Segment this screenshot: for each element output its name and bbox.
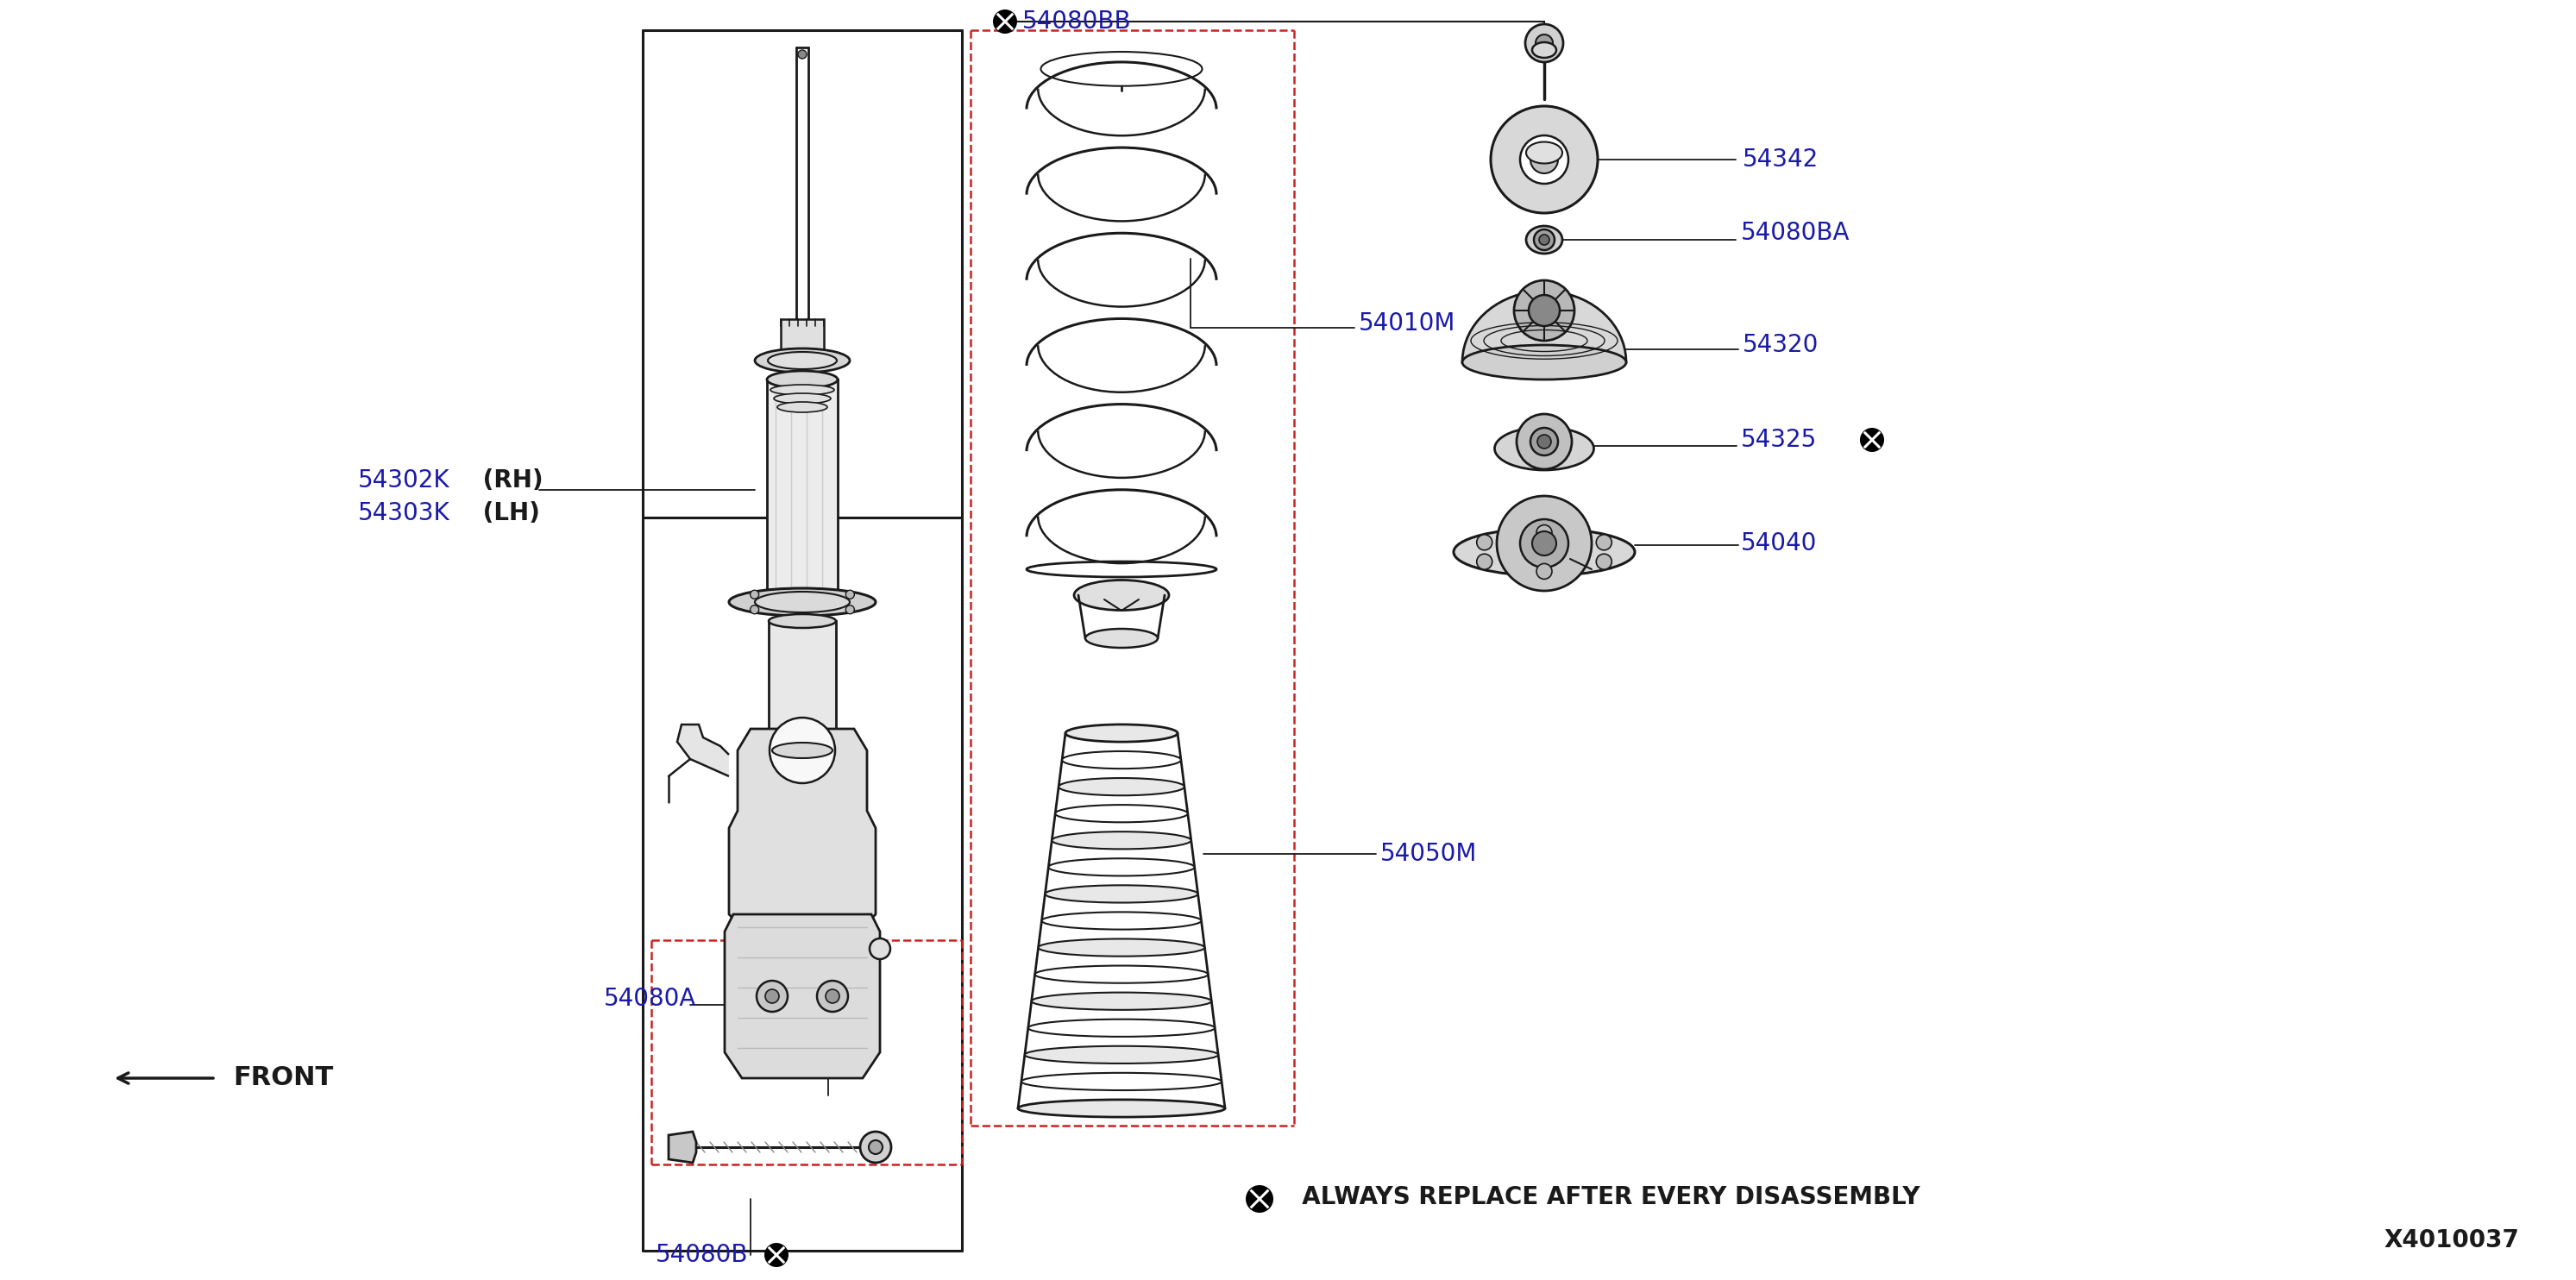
Ellipse shape [1018,1100,1226,1117]
Ellipse shape [1020,1073,1221,1091]
Ellipse shape [1030,992,1211,1010]
Text: 54040: 54040 [1741,531,1816,556]
Circle shape [845,605,855,614]
Ellipse shape [1048,859,1195,876]
Bar [768,379,837,604]
Ellipse shape [1453,529,1636,576]
Circle shape [1535,525,1551,540]
Ellipse shape [1046,886,1198,902]
Text: 54303K: 54303K [358,502,451,525]
Circle shape [1530,146,1558,173]
Circle shape [817,980,848,1011]
Ellipse shape [770,385,835,396]
Ellipse shape [755,591,850,612]
Ellipse shape [1038,938,1206,956]
Circle shape [1515,280,1574,340]
Ellipse shape [1525,142,1561,164]
Ellipse shape [1025,1046,1218,1064]
Ellipse shape [778,402,827,412]
Circle shape [860,1132,891,1162]
Circle shape [1597,554,1613,570]
Text: 54050M: 54050M [1381,842,1476,867]
Ellipse shape [773,393,832,403]
Ellipse shape [1066,724,1177,742]
Text: (LH): (LH) [474,502,541,525]
Ellipse shape [768,744,837,758]
Ellipse shape [1084,628,1157,648]
Ellipse shape [755,348,850,372]
Circle shape [1476,535,1492,550]
Circle shape [1520,520,1569,567]
Circle shape [824,989,840,1004]
Ellipse shape [1061,751,1180,769]
Circle shape [1535,563,1551,579]
Circle shape [1533,531,1556,556]
Ellipse shape [1463,346,1625,379]
Bar [781,319,824,362]
Circle shape [1476,554,1492,570]
Polygon shape [677,724,729,776]
Text: X4010037: X4010037 [2383,1229,2519,1252]
Text: 54342: 54342 [1741,147,1819,172]
Circle shape [1528,294,1558,326]
Circle shape [750,605,760,614]
Text: 54080B: 54080B [657,1243,750,1267]
Circle shape [1517,413,1571,470]
Ellipse shape [768,352,837,369]
Ellipse shape [768,371,837,388]
Circle shape [871,938,891,959]
Bar [768,621,837,750]
Polygon shape [724,914,881,1078]
Ellipse shape [1533,42,1556,58]
Ellipse shape [1028,562,1216,577]
Text: 54325: 54325 [1741,428,1816,452]
Text: 54320: 54320 [1741,333,1819,357]
Text: 54080BB: 54080BB [1023,9,1131,33]
Ellipse shape [1074,580,1170,611]
Text: (RH): (RH) [474,468,544,493]
Circle shape [750,590,760,599]
Text: 54302K: 54302K [358,468,451,493]
Circle shape [1530,428,1558,456]
Ellipse shape [1028,1019,1216,1037]
Circle shape [1538,234,1548,244]
Polygon shape [670,1132,696,1162]
Circle shape [1497,495,1592,591]
Circle shape [765,989,778,1004]
Polygon shape [729,728,876,941]
Ellipse shape [1051,832,1190,849]
Ellipse shape [1059,778,1185,795]
Circle shape [799,50,806,59]
Circle shape [1860,428,1883,452]
Text: ALWAYS REPLACE AFTER EVERY DISASSEMBLY: ALWAYS REPLACE AFTER EVERY DISASSEMBLY [1285,1185,1919,1210]
Ellipse shape [1041,51,1203,86]
Circle shape [1247,1185,1273,1212]
Ellipse shape [768,614,837,628]
Ellipse shape [1494,428,1595,470]
Circle shape [1597,535,1613,550]
Polygon shape [1463,291,1625,362]
Text: FRONT: FRONT [232,1066,332,1091]
Ellipse shape [1056,805,1188,822]
Circle shape [757,980,788,1011]
Circle shape [1520,136,1569,184]
Circle shape [1525,24,1564,63]
Ellipse shape [1525,227,1561,253]
Circle shape [992,9,1018,33]
Circle shape [1533,229,1553,250]
Text: 54080BA: 54080BA [1741,221,1850,244]
Circle shape [868,1140,884,1155]
Circle shape [1538,435,1551,448]
Ellipse shape [773,742,832,758]
Ellipse shape [729,589,876,616]
Text: 54010M: 54010M [1358,311,1455,335]
Text: 54080A: 54080A [603,987,696,1011]
Circle shape [770,718,835,783]
Ellipse shape [1041,913,1200,929]
Circle shape [1492,106,1597,212]
Ellipse shape [1036,965,1208,983]
Circle shape [1535,35,1553,51]
Circle shape [765,1243,788,1267]
Circle shape [845,590,855,599]
